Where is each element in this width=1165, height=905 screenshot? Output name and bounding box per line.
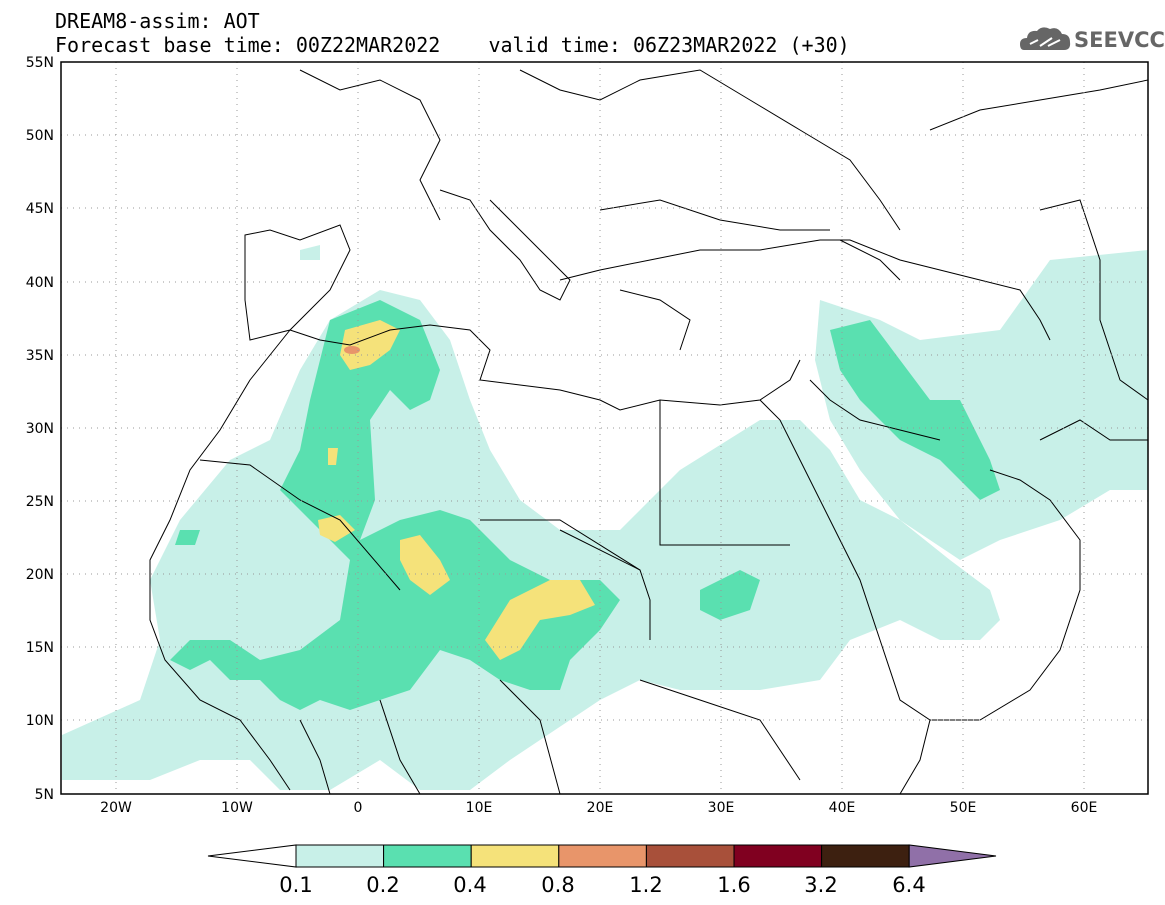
colorbar-swatch xyxy=(558,844,647,868)
colorbar-label: 0.8 xyxy=(541,873,574,897)
lon-label: 60E xyxy=(1071,800,1098,816)
lon-label: 0 xyxy=(354,800,363,816)
colorbar-label: 1.6 xyxy=(717,873,750,897)
colorbar-over-arrow xyxy=(908,844,997,868)
colorbar-label: 1.2 xyxy=(629,873,662,897)
colorbar-label: 0.4 xyxy=(453,873,486,897)
colorbar-label: 6.4 xyxy=(892,873,925,897)
map-subtitle: Forecast base time: 00Z22MAR2022 valid t… xyxy=(55,33,850,57)
lat-label: 10N xyxy=(26,713,54,729)
longitude-labels: 20W 10W 0 10E 20E 30E 40E 50E 60E xyxy=(100,800,1097,816)
lat-label: 35N xyxy=(26,348,54,364)
colorbar-swatch xyxy=(733,844,823,868)
map-title: DREAM8-assim: AOT xyxy=(55,9,260,33)
lat-label: 45N xyxy=(26,201,54,217)
lon-label: 30E xyxy=(708,800,735,816)
colorbar-label: 3.2 xyxy=(804,873,837,897)
lat-label: 20N xyxy=(26,567,54,583)
lat-label: 40N xyxy=(26,275,54,291)
lat-label: 25N xyxy=(26,494,54,510)
country-borders xyxy=(149,69,1148,794)
lon-label: 20E xyxy=(587,800,614,816)
lat-label: 30N xyxy=(26,421,54,437)
seevccc-logo: SEEVCCC xyxy=(1018,22,1165,58)
colorbar-labels: 0.1 0.2 0.4 0.8 1.2 1.6 3.2 6.4 xyxy=(279,873,925,897)
lon-label: 50E xyxy=(950,800,977,816)
map-frame xyxy=(60,61,1149,795)
graticule xyxy=(61,62,1148,794)
colorbar-label: 0.1 xyxy=(279,873,312,897)
colorbar-swatch xyxy=(645,844,735,868)
lat-label: 55N xyxy=(26,55,54,71)
colorbar xyxy=(207,844,997,868)
colorbar-swatch xyxy=(383,844,472,868)
lon-label: 40E xyxy=(829,800,856,816)
colorbar-swatch xyxy=(821,844,910,868)
lon-label: 10W xyxy=(221,800,253,816)
aot-field-0.4 xyxy=(318,320,595,660)
colorbar-label: 0.2 xyxy=(366,873,399,897)
aot-field-0.8 xyxy=(344,346,360,354)
colorbar-swatch xyxy=(470,844,560,868)
logo-text: SEEVCCC xyxy=(1074,28,1165,52)
lat-label: 5N xyxy=(35,787,54,803)
lat-label: 50N xyxy=(26,128,54,144)
cloud-icon xyxy=(1020,27,1071,50)
colorbar-under-arrow xyxy=(207,844,297,868)
lon-label: 20W xyxy=(100,800,132,816)
colorbar-swatch xyxy=(295,844,385,868)
lon-label: 10E xyxy=(466,800,493,816)
aot-field-0.1 xyxy=(62,245,1148,790)
lat-label: 15N xyxy=(26,640,54,656)
latitude-labels: 55N 50N 45N 40N 35N 30N 25N 20N 15N 10N … xyxy=(26,55,54,803)
